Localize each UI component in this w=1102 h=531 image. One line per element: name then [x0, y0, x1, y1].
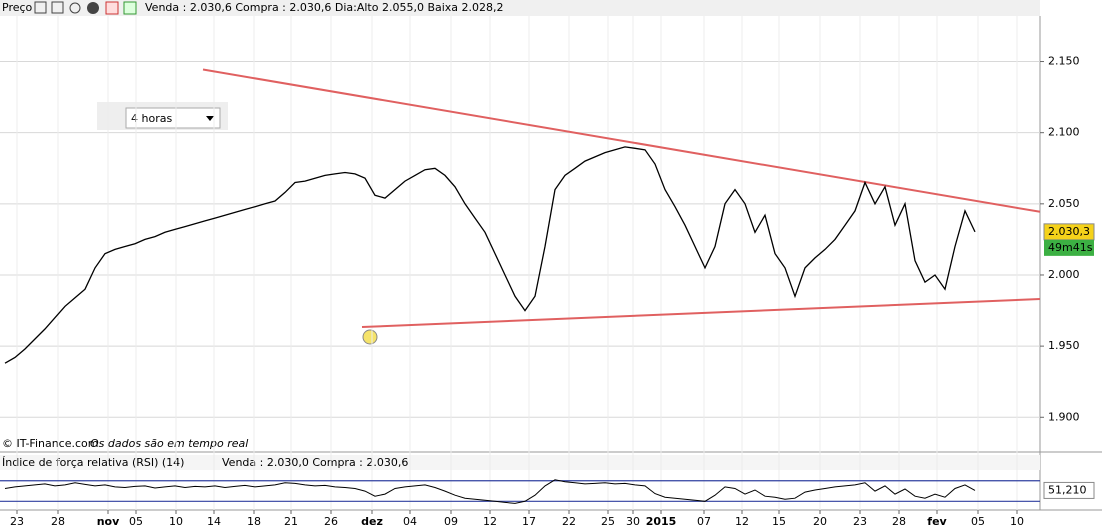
y-tick-label: 2.150 — [1048, 55, 1080, 68]
x-tick-label: 09 — [444, 515, 458, 528]
timeframe-select[interactable] — [125, 107, 221, 129]
source-note: Os dados são em tempo real — [90, 437, 248, 450]
x-tick-label: fev — [927, 515, 947, 528]
x-tick-label: 30 — [626, 515, 640, 528]
x-tick-label: 20 — [813, 515, 827, 528]
x-tick-label: 10 — [1010, 515, 1024, 528]
y-tick-label: 2.100 — [1048, 126, 1080, 139]
toolbar-icons[interactable] — [34, 1, 137, 15]
timer-box — [1044, 239, 1094, 256]
y-tick-label: 1.950 — [1048, 339, 1080, 352]
x-tick-label: 12 — [483, 515, 497, 528]
y-tick-label: 1.900 — [1048, 410, 1080, 423]
close-icon[interactable] — [87, 2, 99, 14]
last-value-label: 2.030,3 — [1048, 225, 1090, 238]
y-tick-label: 2.000 — [1048, 268, 1080, 281]
x-tick-label: 25 — [601, 515, 615, 528]
bell-alert[interactable] — [362, 329, 378, 345]
wrench-icon[interactable] — [34, 1, 47, 14]
x-tick-label: nov — [97, 515, 120, 528]
timeframe-text[interactable]: 4 horas — [131, 112, 172, 125]
x-tick-label: 2015 — [646, 515, 677, 528]
header-quote: Venda : 2.030,6 Compra : 2.030,6 Dia:Alt… — [145, 1, 504, 14]
x-tick-label: 07 — [697, 515, 711, 528]
x-tick-label: 26 — [324, 515, 338, 528]
x-tick-label: 17 — [522, 515, 536, 528]
alert-icon[interactable] — [362, 329, 378, 345]
bell-icon[interactable] — [69, 2, 81, 14]
last-value-box — [1043, 481, 1095, 499]
x-tick-label: 28 — [51, 515, 65, 528]
window-icon[interactable] — [51, 1, 64, 14]
header-bar — [0, 0, 1040, 16]
last-value-label: 51,210 — [1048, 483, 1087, 496]
x-tick-label: 23 — [10, 515, 24, 528]
rsi-line — [4, 479, 976, 504]
source: © IT-Finance.com — [2, 437, 99, 450]
rsi-quote: Venda : 2.030,0 Compra : 2.030,6 — [222, 456, 408, 469]
x-tick-label: 05 — [971, 515, 985, 528]
x-tick-label: 14 — [207, 515, 221, 528]
x-tick-label: 23 — [853, 515, 867, 528]
x-tick-label: 10 — [169, 515, 183, 528]
x-tick-label: 04 — [403, 515, 417, 528]
rsi-header — [0, 455, 1040, 470]
price-line — [4, 146, 976, 364]
header-label: Preço — [2, 1, 33, 14]
buy-icon[interactable] — [123, 1, 137, 15]
trendline — [202, 68, 1041, 213]
x-tick-label: 21 — [284, 515, 298, 528]
timer-label: 49m41s — [1048, 241, 1093, 254]
x-tick-label: 28 — [892, 515, 906, 528]
y-tick-label: 2.050 — [1048, 197, 1080, 210]
x-tick-label: 18 — [247, 515, 261, 528]
x-tick-label: 05 — [129, 515, 143, 528]
x-tick-label: 22 — [562, 515, 576, 528]
rsi-title: Índice de força relativa (RSI) (14) — [2, 456, 184, 469]
x-tick-label: dez — [361, 515, 383, 528]
x-tick-label: 12 — [735, 515, 749, 528]
sell-icon[interactable] — [105, 1, 119, 15]
trendline — [361, 298, 1041, 329]
dropdown-arrow[interactable] — [206, 116, 214, 121]
x-tick-label: 15 — [772, 515, 786, 528]
